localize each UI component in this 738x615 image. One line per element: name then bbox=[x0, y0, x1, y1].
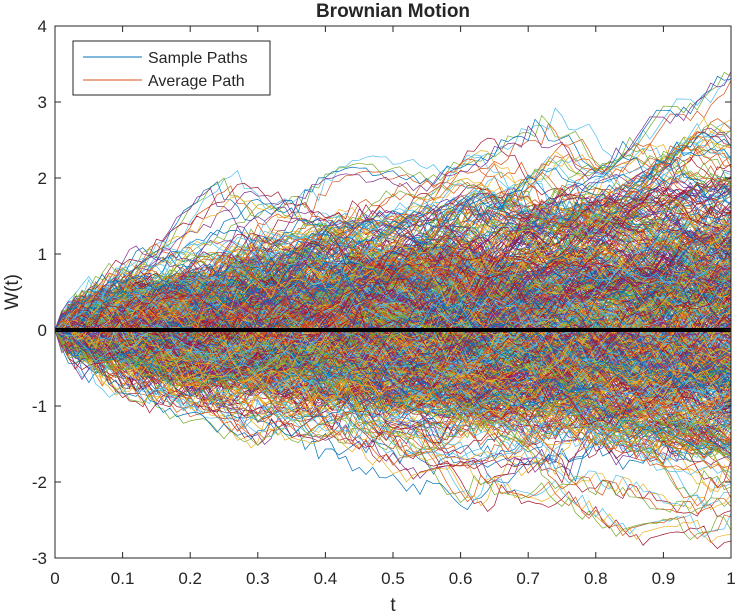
sample-path bbox=[55, 306, 731, 397]
x-tick-label: 0.8 bbox=[584, 569, 608, 588]
sample-path bbox=[55, 329, 731, 515]
y-tick-label: 2 bbox=[38, 169, 47, 188]
sample-path bbox=[55, 309, 731, 454]
sample-path bbox=[55, 244, 731, 370]
sample-path bbox=[55, 163, 731, 370]
legend-label-sample-paths: Sample Paths bbox=[148, 50, 248, 67]
x-tick-label: 0.5 bbox=[381, 569, 405, 588]
y-axis-ticks: -3 -2 -1 0 1 2 3 4 bbox=[32, 17, 731, 568]
sample-path bbox=[55, 325, 731, 393]
sample-path bbox=[55, 324, 731, 461]
y-axis-label: W(t) bbox=[2, 274, 23, 310]
sample-path bbox=[55, 80, 731, 339]
sample-path bbox=[55, 255, 731, 383]
x-tick-label: 0.7 bbox=[516, 569, 540, 588]
sample-path bbox=[55, 190, 731, 350]
sample-path bbox=[55, 173, 731, 331]
x-tick-label: 0.4 bbox=[314, 569, 338, 588]
sample-path bbox=[55, 299, 731, 380]
sample-path bbox=[55, 316, 731, 407]
sample-path bbox=[55, 185, 731, 333]
sample-path bbox=[55, 329, 731, 514]
sample-path bbox=[55, 153, 731, 331]
sample-path bbox=[55, 276, 731, 354]
sample-path bbox=[55, 311, 731, 451]
x-tick-label: 0.6 bbox=[449, 569, 473, 588]
sample-path bbox=[55, 275, 731, 442]
sample-path bbox=[55, 323, 731, 454]
sample-path bbox=[55, 312, 731, 419]
sample-path bbox=[55, 245, 731, 356]
sample-path bbox=[55, 323, 731, 457]
sample-path bbox=[55, 241, 731, 340]
x-axis-ticks: 0 0.1 0.2 0.3 0.4 0.5 0.6 0.7 0.8 0.9 1 bbox=[50, 26, 736, 588]
sample-path bbox=[55, 296, 731, 415]
legend-label-average-path: Average Path bbox=[148, 73, 245, 90]
sample-path bbox=[55, 292, 731, 369]
sample-path bbox=[55, 317, 731, 439]
sample-path bbox=[55, 71, 731, 331]
y-tick-label: -2 bbox=[32, 473, 47, 492]
chart-title: Brownian Motion bbox=[316, 1, 470, 22]
sample-path bbox=[55, 308, 731, 421]
x-tick-label: 0.9 bbox=[652, 569, 676, 588]
sample-path bbox=[55, 75, 731, 331]
sample-path bbox=[55, 214, 731, 335]
x-axis-label: t bbox=[390, 595, 396, 615]
x-tick-label: 0.3 bbox=[246, 569, 270, 588]
sample-path bbox=[55, 229, 731, 379]
sample-path bbox=[55, 329, 731, 457]
sample-path bbox=[55, 328, 731, 455]
sample-path bbox=[55, 196, 731, 331]
sample-path bbox=[55, 326, 731, 421]
sample-path bbox=[55, 288, 731, 479]
sample-path bbox=[55, 277, 731, 471]
sample-path bbox=[55, 183, 731, 331]
sample-path bbox=[55, 276, 731, 375]
sample-path bbox=[55, 329, 731, 541]
y-tick-label: 0 bbox=[38, 321, 47, 340]
y-tick-label: 3 bbox=[38, 93, 47, 112]
sample-path bbox=[55, 248, 731, 372]
sample-path bbox=[55, 304, 731, 465]
sample-paths bbox=[55, 71, 731, 549]
sample-path bbox=[55, 315, 731, 425]
y-tick-label: -3 bbox=[32, 549, 47, 568]
sample-path bbox=[55, 317, 731, 379]
y-tick-label: 1 bbox=[38, 245, 47, 264]
sample-path bbox=[55, 78, 731, 331]
sample-path bbox=[55, 248, 731, 361]
legend-box bbox=[72, 40, 271, 96]
sample-path bbox=[55, 197, 731, 350]
y-tick-label: -1 bbox=[32, 397, 47, 416]
sample-path bbox=[55, 329, 731, 518]
sample-path bbox=[55, 187, 731, 350]
sample-path bbox=[55, 308, 731, 469]
x-tick-label: 0.1 bbox=[111, 569, 135, 588]
x-tick-label: 0.2 bbox=[178, 569, 202, 588]
x-tick-label: 1 bbox=[726, 569, 735, 588]
sample-path bbox=[55, 278, 731, 375]
legend: Sample Paths Average Path bbox=[72, 40, 271, 96]
x-tick-label: 0 bbox=[50, 569, 59, 588]
y-tick-label: 4 bbox=[38, 17, 47, 36]
sample-path bbox=[55, 253, 731, 334]
sample-path bbox=[55, 304, 731, 421]
sample-path bbox=[55, 195, 731, 347]
sample-path bbox=[55, 237, 731, 334]
